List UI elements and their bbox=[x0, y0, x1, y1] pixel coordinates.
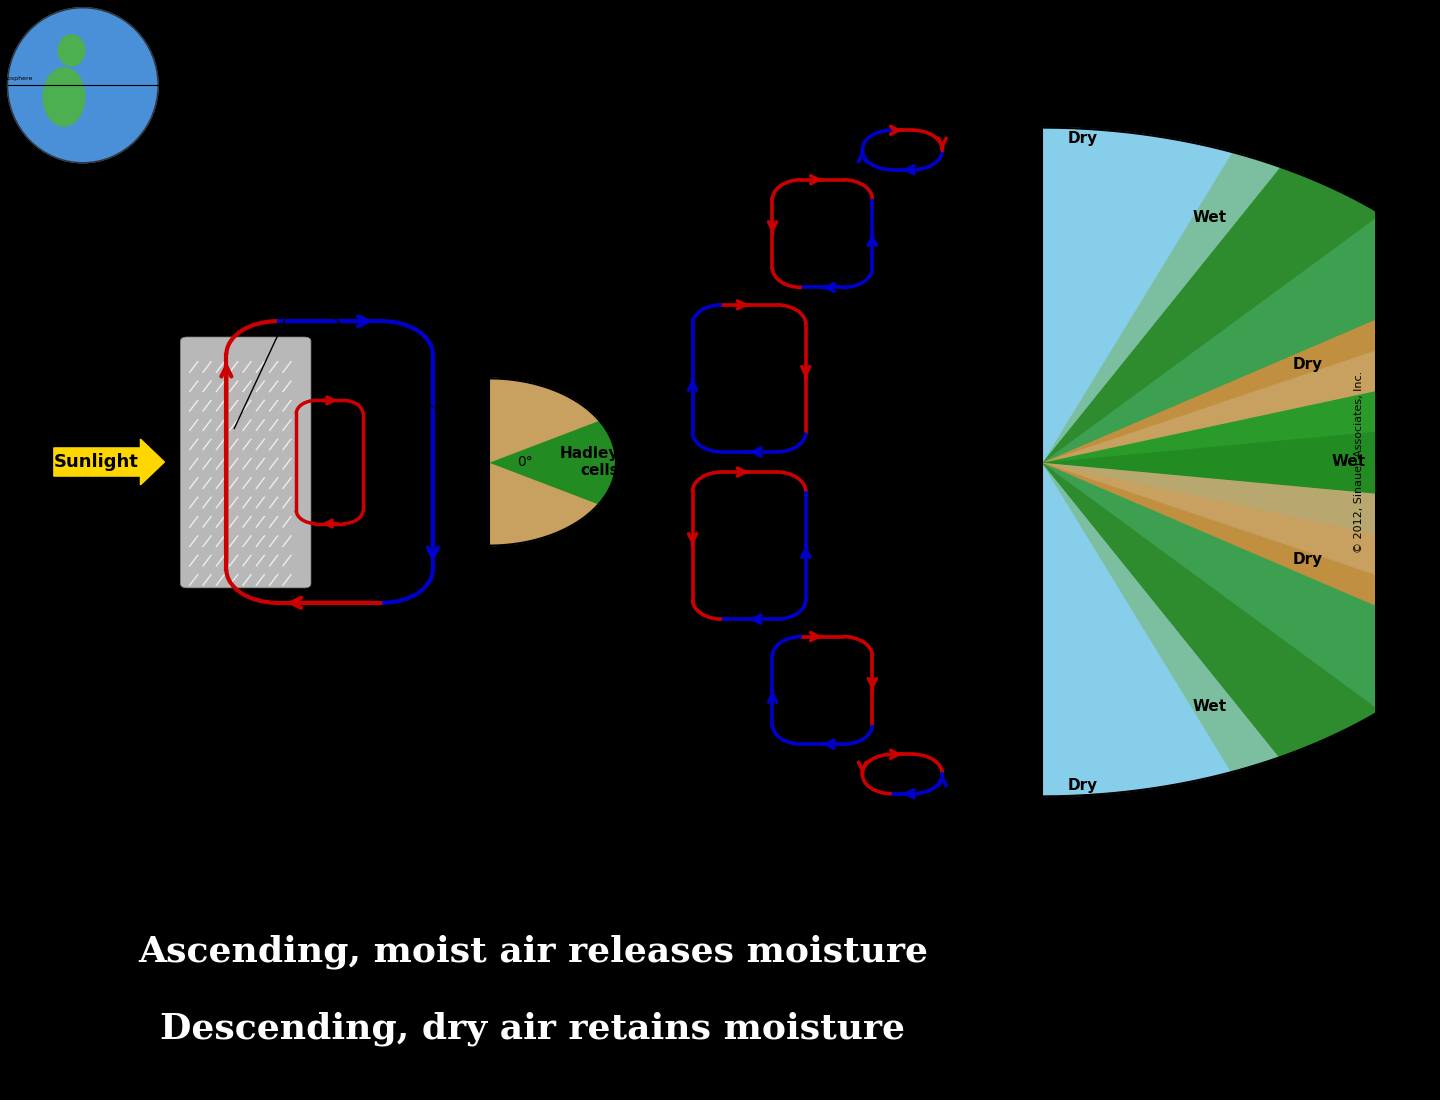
Text: Wet: Wet bbox=[1192, 700, 1227, 714]
Text: Wet: Wet bbox=[1192, 210, 1227, 224]
Ellipse shape bbox=[43, 68, 85, 125]
Text: 30°S: 30°S bbox=[517, 636, 550, 649]
Text: Sunlight: Sunlight bbox=[55, 453, 138, 471]
FancyArrow shape bbox=[53, 439, 164, 485]
Wedge shape bbox=[1043, 128, 1231, 462]
Text: Dry: Dry bbox=[1293, 552, 1323, 568]
Text: Dry: Dry bbox=[1067, 132, 1097, 146]
Text: Ascending, moist air releases moisture: Ascending, moist air releases moisture bbox=[138, 934, 927, 969]
FancyBboxPatch shape bbox=[180, 337, 311, 587]
Wedge shape bbox=[1043, 279, 1440, 462]
Wedge shape bbox=[490, 378, 599, 462]
Wedge shape bbox=[1043, 462, 1440, 711]
Text: Equator: Equator bbox=[68, 0, 98, 4]
Text: © 2012, Sinauer Associates, Inc.: © 2012, Sinauer Associates, Inc. bbox=[1354, 371, 1364, 553]
Text: Dry: Dry bbox=[1293, 356, 1323, 372]
Text: Descending, dry air retains moisture: Descending, dry air retains moisture bbox=[160, 1011, 906, 1046]
Wedge shape bbox=[1043, 167, 1381, 462]
Wedge shape bbox=[490, 462, 599, 546]
Text: Hadley
cells: Hadley cells bbox=[559, 446, 619, 478]
Text: 30°N: 30°N bbox=[517, 275, 553, 288]
Wedge shape bbox=[1043, 152, 1280, 462]
Wedge shape bbox=[1043, 462, 1440, 645]
Text: Wet: Wet bbox=[1331, 454, 1365, 470]
Text: 0°: 0° bbox=[517, 455, 533, 469]
Wedge shape bbox=[1043, 310, 1440, 462]
Circle shape bbox=[7, 8, 158, 163]
Wedge shape bbox=[1043, 462, 1440, 614]
Ellipse shape bbox=[59, 35, 85, 66]
Wedge shape bbox=[1043, 462, 1231, 796]
Wedge shape bbox=[1043, 416, 1440, 508]
Wedge shape bbox=[1043, 213, 1440, 462]
Text: nosphere: nosphere bbox=[4, 76, 33, 81]
Wedge shape bbox=[1043, 359, 1440, 462]
Text: Rising air: Rising air bbox=[235, 158, 400, 429]
Text: Descending air: Descending air bbox=[127, 185, 433, 407]
Wedge shape bbox=[1043, 462, 1280, 772]
Wedge shape bbox=[1043, 462, 1440, 565]
Wedge shape bbox=[490, 420, 616, 504]
Text: Dry: Dry bbox=[1067, 778, 1097, 792]
Wedge shape bbox=[1043, 462, 1381, 757]
